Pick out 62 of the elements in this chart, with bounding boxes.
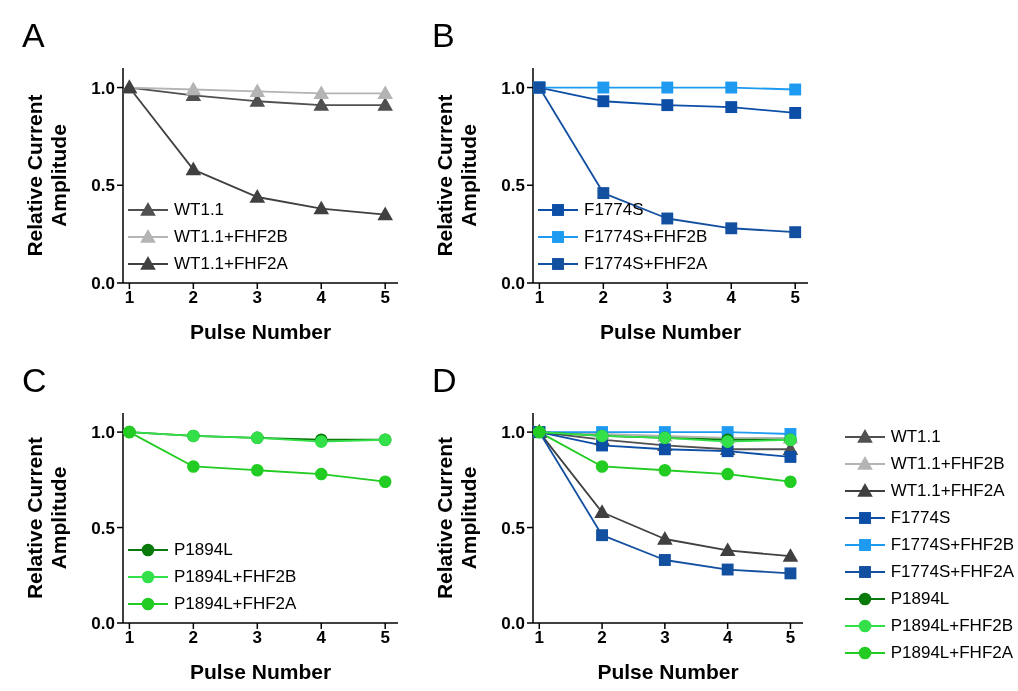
legend-label: P1894L+FHF2A [890, 641, 1014, 664]
x-tick-label: 1 [534, 288, 545, 308]
x-tick-label: 3 [662, 288, 673, 308]
x-tick-label: 2 [188, 628, 199, 648]
x-tick-label: 1 [124, 628, 135, 648]
x-tick-label: 5 [785, 628, 796, 648]
legend-label: F1774S+FHF2B [890, 533, 1014, 556]
x-tick-label: 4 [316, 288, 327, 308]
x-tick-label: 5 [380, 288, 390, 308]
y-tick-label: 1.0 [91, 423, 115, 443]
y-axis-title: Relative Current Amplitude [23, 94, 70, 257]
x-tick-label: 2 [598, 288, 609, 308]
y-tick-label: 0.5 [91, 176, 115, 196]
legend-label: P1894L+FHF2B [174, 565, 297, 588]
x-axis-title: Pulse Number [189, 660, 332, 683]
legend-label: WT1.1+FHF2A [890, 479, 1005, 502]
legend-label: WT1.1+FHF2B [890, 452, 1005, 475]
x-tick-label: 4 [726, 288, 737, 308]
chart-title: D [432, 361, 457, 400]
x-axis-title: Pulse Number [189, 320, 332, 343]
chart-title: B [432, 16, 455, 55]
legend-label: P1894L+FHF2B [890, 614, 1014, 637]
y-tick-label: 0.0 [91, 274, 115, 294]
x-tick-label: 3 [252, 628, 263, 648]
y-tick-label: 1.0 [501, 78, 525, 98]
legend-label: P1894L+FHF2A [174, 592, 297, 615]
y-tick-label: 0.5 [91, 518, 115, 538]
legend-label: P1894L [890, 587, 950, 610]
y-tick-label: 0.5 [501, 518, 525, 538]
y-tick-label: 0.5 [501, 176, 525, 196]
y-tick-label: 1.0 [501, 423, 525, 443]
x-tick-label: 3 [660, 628, 670, 648]
y-axis-title: Relative Current Amplitude [23, 436, 70, 600]
legend-label: F1774S+FHF2A [584, 252, 708, 275]
y-tick-label: 0.0 [501, 274, 525, 294]
legend-label: F1774S [890, 506, 951, 529]
chart-title: A [22, 16, 45, 55]
legend-label: P1894L [174, 538, 233, 561]
legend-label: WT1.1+FHF2A [174, 252, 288, 275]
y-axis-title: Relative Current Amplitude [433, 94, 480, 257]
x-tick-label: 5 [380, 628, 390, 648]
x-tick-label: 3 [252, 288, 263, 308]
legend-label: WT1.1 [174, 198, 225, 221]
x-axis-title: Pulse Number [597, 660, 739, 683]
x-tick-label: 2 [597, 628, 607, 648]
x-tick-label: 2 [188, 288, 199, 308]
legend-label: F1774S+FHF2A [890, 560, 1014, 583]
legend-label: F1774S [584, 198, 644, 221]
x-tick-label: 1 [124, 288, 135, 308]
legend-label: F1774S+FHF2B [584, 225, 708, 248]
x-axis-title: Pulse Number [599, 320, 742, 343]
y-tick-label: 0.0 [501, 614, 525, 634]
y-tick-label: 1.0 [91, 78, 115, 98]
legend-label: WT1.1+FHF2B [174, 225, 288, 248]
legend-label: WT1.1 [890, 425, 941, 448]
x-tick-label: 1 [534, 628, 545, 648]
y-axis-title: Relative Current Amplitude [433, 436, 480, 600]
x-tick-label: 4 [316, 628, 327, 648]
y-tick-label: 0.0 [91, 614, 115, 634]
x-tick-label: 4 [722, 628, 733, 648]
x-tick-label: 5 [790, 288, 800, 308]
chart-title: C [22, 361, 47, 400]
